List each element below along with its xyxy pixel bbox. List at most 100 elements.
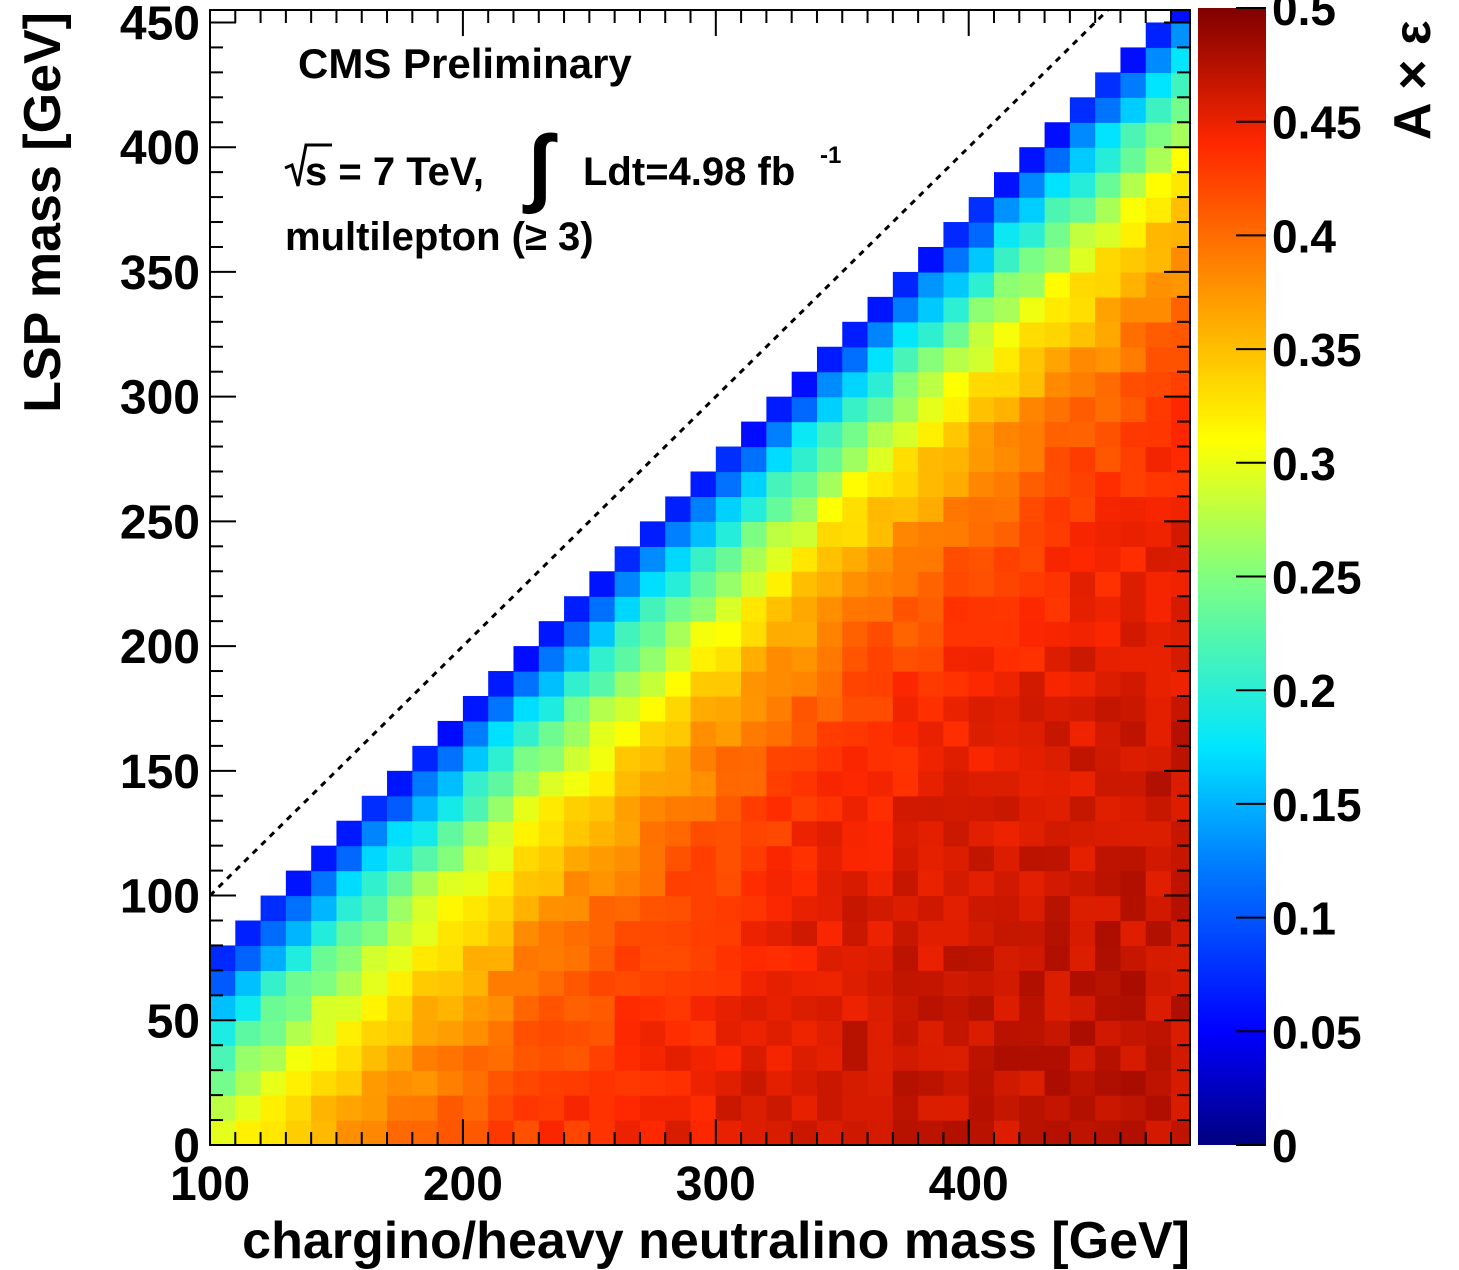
heatmap-cell	[336, 820, 363, 847]
heatmap-cell	[842, 496, 869, 522]
heatmap-cell	[614, 795, 641, 822]
heatmap-cell	[1095, 421, 1122, 448]
heatmap-cell	[943, 346, 970, 373]
heatmap-cell	[1145, 920, 1172, 947]
heatmap-cell	[513, 770, 540, 797]
heatmap-cell	[488, 895, 515, 922]
heatmap-cell	[1171, 521, 1190, 547]
heatmap-cell	[943, 945, 970, 971]
heatmap-cell	[766, 720, 793, 747]
heatmap-cell	[1120, 920, 1147, 947]
heatmap-cell	[842, 1045, 869, 1071]
heatmap-cell	[690, 1120, 717, 1145]
heatmap-cell	[968, 321, 995, 348]
heatmap-cell	[918, 246, 945, 273]
heatmap-cell	[715, 621, 742, 647]
heatmap-cell	[918, 870, 945, 897]
heatmap-cell	[892, 371, 919, 398]
heatmap-cell	[1019, 571, 1046, 597]
heatmap-cell	[994, 745, 1020, 772]
heatmap-cell	[994, 646, 1020, 672]
heatmap-cell	[564, 820, 590, 847]
heatmap-cell	[1120, 795, 1147, 822]
heatmap-cell	[741, 596, 767, 622]
heatmap-cell	[311, 945, 338, 971]
heatmap-cell	[791, 970, 818, 996]
heatmap-cell	[311, 970, 338, 996]
heatmap-cell	[842, 1095, 869, 1121]
heatmap-cell	[387, 970, 413, 996]
heatmap-cell	[766, 646, 793, 672]
heatmap-cell	[867, 671, 894, 697]
heatmap-cell	[1044, 945, 1071, 971]
heatmap-cell	[994, 621, 1020, 647]
heatmap-cell	[892, 945, 919, 971]
heatmap-cell	[1120, 1070, 1147, 1096]
colorbar-ticks: 0 0.05 0.1 0.15 0.2 0.25 0.3 0.35 0.4 0.45 0.5	[1236, 0, 1362, 1172]
heatmap-cell	[968, 197, 995, 223]
heatmap-cell	[892, 571, 919, 597]
heatmap-cell	[816, 870, 843, 897]
heatmap-cell	[1019, 346, 1046, 373]
heatmap-cell	[1019, 1095, 1046, 1121]
heatmap-cell	[1120, 271, 1147, 298]
heatmap-cell	[1019, 371, 1046, 398]
heatmap-cell	[564, 770, 590, 797]
heatmap-cell	[639, 920, 666, 947]
heatmap-cell	[867, 571, 894, 597]
heatmap-cell	[1120, 246, 1147, 273]
heatmap-cell	[918, 521, 945, 547]
heatmap-cell	[867, 346, 894, 373]
heatmap-cell	[1069, 671, 1096, 697]
heatmap-cell	[867, 745, 894, 772]
heatmap-cell	[816, 820, 843, 847]
heatmap-cell	[1120, 1095, 1147, 1121]
heatmap-cell	[690, 945, 717, 971]
heatmap-cell	[1044, 1020, 1071, 1046]
heatmap-cell	[690, 695, 717, 722]
heatmap-cell	[766, 845, 793, 872]
heatmap-cell	[741, 471, 767, 498]
heatmap-cell	[715, 1045, 742, 1071]
heatmap-cell	[1120, 97, 1147, 123]
heatmap-cell	[715, 970, 742, 996]
heatmap-cell	[1120, 820, 1147, 847]
heatmap-cell	[614, 1045, 641, 1071]
heatmap-cell	[1120, 1120, 1147, 1145]
heatmap-cell	[918, 820, 945, 847]
x-axis-ticks: 100 200 300 400	[170, 10, 1173, 1211]
heatmap-cell	[1145, 72, 1172, 98]
heatmap-cell	[1019, 1020, 1046, 1046]
heatmap-cell	[842, 546, 869, 572]
heatmap-cell	[968, 296, 995, 323]
heatmap-cell	[488, 1095, 515, 1121]
heatmap-cell	[892, 995, 919, 1021]
heatmap-cell	[968, 1070, 995, 1096]
heatmap-cell	[412, 770, 439, 797]
heatmap-cell	[1095, 621, 1122, 647]
heatmap-cell	[311, 1095, 338, 1121]
heatmap-cell	[361, 820, 388, 847]
heatmap-cell	[766, 571, 793, 597]
heatmap-cell	[968, 471, 995, 498]
heatmap-cell	[816, 745, 843, 772]
heatmap-cell	[589, 745, 616, 772]
heatmap-cell	[791, 1070, 818, 1096]
heatmap-cell	[564, 845, 590, 872]
heatmap-cell	[538, 845, 565, 872]
heatmap-cell	[513, 845, 540, 872]
heatmap-cell	[690, 770, 717, 797]
channel-label: multilepton (≥ 3)	[285, 215, 594, 259]
heatmap-cell	[867, 870, 894, 897]
heatmap-cell	[437, 1045, 464, 1071]
y-axis-ticks: 0 50 100 150 200 250 300 350 400 450	[120, 0, 1190, 1173]
heatmap-cell	[639, 770, 666, 797]
heatmap-cell	[1069, 695, 1096, 722]
heatmap-cell	[513, 646, 540, 672]
heatmap-cell	[918, 346, 945, 373]
heatmap-cell	[1145, 321, 1172, 348]
heatmap-cell	[614, 970, 641, 996]
heatmap-cell	[665, 895, 692, 922]
heatmap-cell	[867, 296, 894, 323]
heatmap-cell	[614, 895, 641, 922]
